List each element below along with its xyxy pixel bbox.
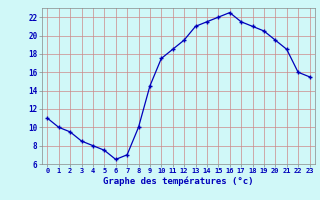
X-axis label: Graphe des températures (°c): Graphe des températures (°c) <box>103 177 254 186</box>
